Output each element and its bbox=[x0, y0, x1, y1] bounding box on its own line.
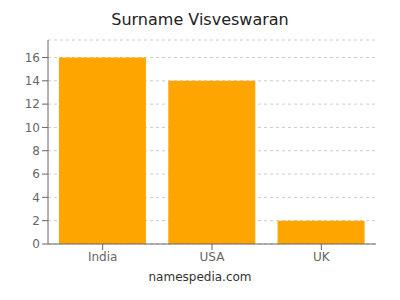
svg-text:12: 12 bbox=[25, 97, 40, 111]
svg-text:8: 8 bbox=[32, 144, 40, 158]
svg-text:16: 16 bbox=[25, 51, 40, 65]
svg-text:10: 10 bbox=[25, 121, 40, 135]
svg-text:India: India bbox=[88, 250, 117, 264]
svg-text:0: 0 bbox=[32, 237, 40, 251]
svg-text:6: 6 bbox=[32, 167, 40, 181]
svg-text:USA: USA bbox=[200, 250, 226, 264]
svg-text:14: 14 bbox=[25, 74, 40, 88]
svg-text:UK: UK bbox=[313, 250, 331, 264]
html-text:namespedia.com: namespedia.com bbox=[148, 270, 252, 284]
svg-text:4: 4 bbox=[32, 191, 40, 205]
html-text:Surname Visveswaran: Surname Visveswaran bbox=[111, 10, 289, 29]
svg-text:2: 2 bbox=[32, 214, 40, 228]
